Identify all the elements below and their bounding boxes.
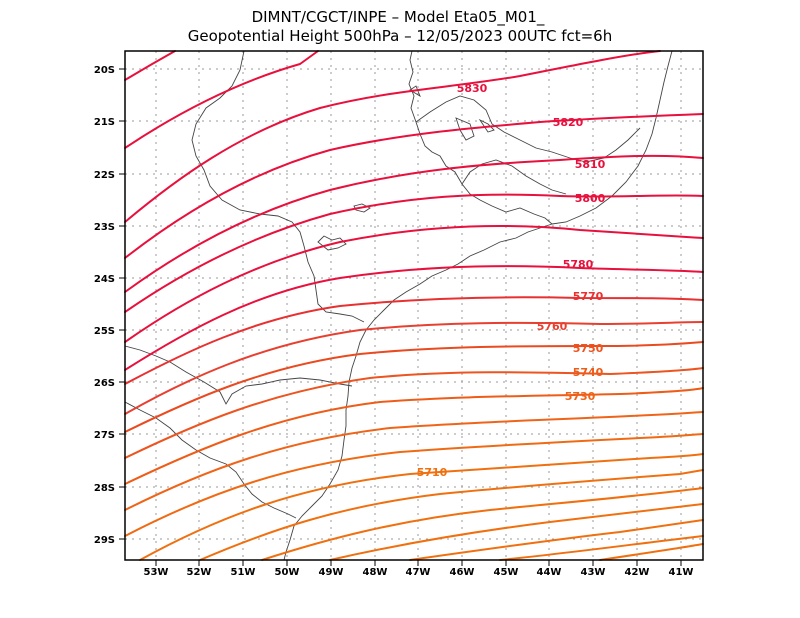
coast-north-east [551, 50, 673, 225]
lon-label-49w: 49W [319, 567, 344, 578]
contour-line [124, 50, 319, 149]
plot-frame [124, 50, 704, 561]
plot-area: 5830 5820 5810 5800 5780 5770 5760 5750 … [124, 50, 704, 561]
contour-line [124, 50, 661, 223]
lat-label-20s: 20S [94, 65, 115, 76]
map-title-line2: Geopotential Height 500hPa – 12/05/2023 … [188, 27, 612, 45]
coastline [283, 50, 553, 561]
lon-label-51w: 51W [231, 567, 256, 578]
gridlines [125, 51, 703, 560]
latitude-labels: 20S 21S 22S 23S 24S 25S 26S 27S 28S 29S [94, 65, 115, 546]
lon-label-43w: 43W [581, 567, 606, 578]
contour-line [124, 154, 704, 293]
contour-line [499, 535, 704, 561]
map-title-line1: DIMNT/CGCT/INPE – Model Eta05_M01_ [252, 8, 545, 27]
contour-label-5730: 5730 [565, 390, 596, 403]
state-border-2 [124, 345, 353, 405]
lon-label-44w: 44W [537, 567, 562, 578]
lon-label-52w: 52W [187, 567, 212, 578]
contour-labels: 5830 5820 5810 5800 5780 5770 5760 5750 … [417, 82, 606, 479]
contour-line [124, 387, 704, 485]
contour-line [124, 321, 704, 415]
contour-line [124, 113, 704, 259]
lon-label-50w: 50W [275, 567, 300, 578]
longitude-labels: 53W 52W 51W 50W 49W 48W 47W 46W 45W 44W … [144, 567, 694, 578]
contour-label-5740: 5740 [573, 366, 604, 379]
contour-label-5820: 5820 [553, 116, 584, 129]
lon-label-45w: 45W [494, 567, 519, 578]
lon-label-53w: 53W [144, 567, 169, 578]
contour-label-5770: 5770 [573, 290, 604, 303]
contour-line [124, 265, 704, 371]
state-border-5 [461, 159, 567, 195]
contour-line [261, 487, 704, 561]
contour-line [124, 225, 704, 343]
lon-label-41w: 41W [669, 567, 694, 578]
contour-line [329, 503, 704, 561]
contour-line [124, 367, 704, 459]
contour-label-5760: 5760 [537, 320, 568, 333]
lat-label-27s: 27S [94, 430, 115, 441]
state-border-4 [415, 95, 641, 163]
state-border-3 [124, 401, 297, 519]
contour-line [124, 433, 704, 537]
contour-line [599, 543, 704, 561]
lon-label-48w: 48W [363, 567, 388, 578]
lat-label-24s: 24S [94, 274, 115, 285]
contour-label-5800: 5800 [575, 192, 606, 205]
contour-label-5810: 5810 [575, 158, 606, 171]
contour-label-5830: 5830 [457, 82, 488, 95]
lat-label-28s: 28S [94, 483, 115, 494]
contour-label-5780: 5780 [563, 258, 594, 271]
axis-ticks [119, 68, 682, 566]
contour-line [139, 453, 704, 561]
contour-line [124, 411, 704, 511]
coastline-and-borders [124, 50, 673, 561]
contour-line [124, 50, 176, 81]
lat-label-23s: 23S [94, 222, 115, 233]
lat-label-25s: 25S [94, 326, 115, 337]
lat-label-26s: 26S [94, 378, 115, 389]
contour-line [409, 519, 704, 561]
contour-line [124, 193, 704, 313]
contour-label-5750: 5750 [573, 342, 604, 355]
lon-label-47w: 47W [406, 567, 431, 578]
contour-line [199, 469, 704, 561]
lagoon [455, 117, 475, 141]
lat-label-22s: 22S [94, 170, 115, 181]
lon-label-42w: 42W [625, 567, 650, 578]
lat-label-21s: 21S [94, 117, 115, 128]
contour-lines [124, 50, 704, 561]
lon-label-46w: 46W [450, 567, 475, 578]
contour-line [124, 296, 704, 385]
lat-label-29s: 29S [94, 535, 115, 546]
contour-label-5710: 5710 [417, 466, 448, 479]
contour-line [124, 341, 704, 433]
state-border-1 [191, 50, 365, 323]
